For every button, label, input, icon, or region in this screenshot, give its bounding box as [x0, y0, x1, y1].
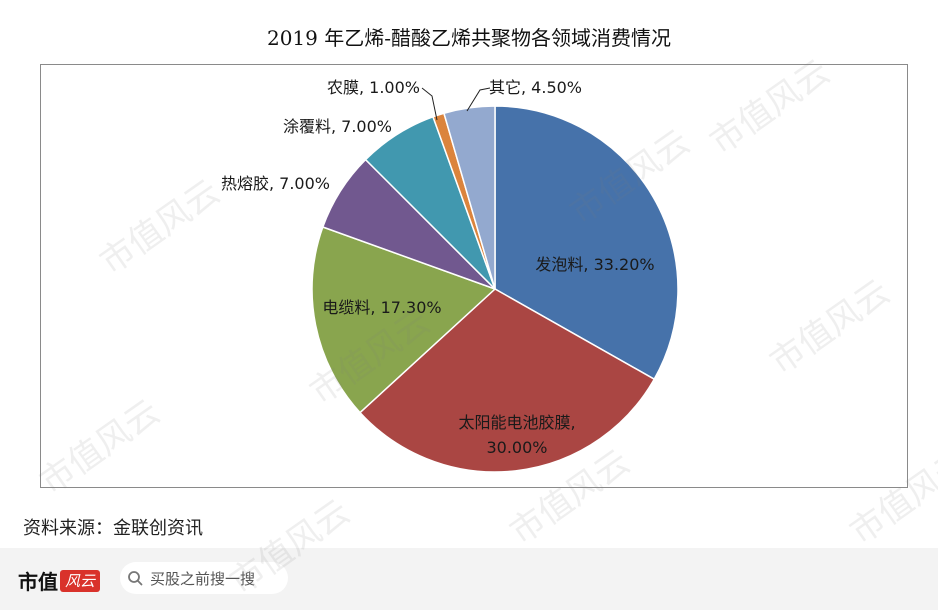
leader-line-6 [421, 87, 438, 121]
slice-label-2-line-2: 30.00% [486, 438, 547, 457]
chart-title: 2019 年乙烯-醋酸乙烯共聚物各领域消费情况 [266, 26, 671, 50]
slice-label-5: 涂覆料, 7.00% [283, 117, 392, 136]
article-figure: 2019 年乙烯-醋酸乙烯共聚物各领域消费情况 发泡料, 33.20% 太阳能电池… [0, 0, 938, 548]
slice-label-2-line-1: 太阳能电池胶膜, [458, 413, 575, 432]
slice-label-6: 农膜, 1.00% [327, 78, 420, 97]
source-note: 资料来源：金联创资讯 [23, 518, 203, 539]
leader-line-7 [466, 87, 491, 112]
pie-slice-1 [494, 105, 679, 381]
pie-slice-2 [358, 288, 656, 473]
brand-name: 市值 [18, 570, 58, 594]
pie-chart: 发泡料, 33.20% 太阳能电池胶膜, 30.00% 电缆料, 17.30% 热熔胶,… [221, 78, 679, 473]
slice-label-3: 电缆料, 17.30% [322, 298, 441, 317]
plot-frame [40, 64, 908, 488]
pie-slice-3 [311, 226, 497, 414]
footer-bar: 市值 风云 买股之前搜一搜 [0, 548, 938, 610]
slice-label-1: 发泡料, 33.20% [535, 255, 654, 274]
search-box[interactable]: 买股之前搜一搜 [120, 562, 288, 594]
search-placeholder: 买股之前搜一搜 [150, 569, 256, 588]
slice-label-4: 热熔胶, 7.00% [221, 174, 330, 193]
slice-label-7: 其它, 4.50% [489, 78, 582, 97]
brand-stamp: 风云 [60, 569, 101, 592]
search-icon [120, 562, 150, 594]
brand-logo[interactable]: 市值 风云 [18, 566, 101, 595]
